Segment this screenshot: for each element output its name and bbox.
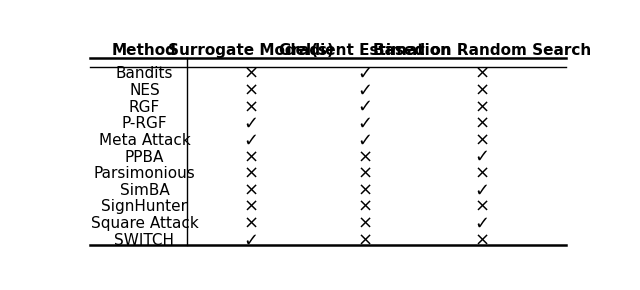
Text: ✓: ✓ <box>358 81 372 99</box>
Text: ×: × <box>358 198 372 216</box>
Text: Gradient Estimation: Gradient Estimation <box>279 43 451 58</box>
Text: ×: × <box>358 165 372 183</box>
Text: ×: × <box>244 148 259 166</box>
Text: ✓: ✓ <box>358 131 372 149</box>
Text: ×: × <box>474 231 490 249</box>
Text: SWITCH: SWITCH <box>115 233 175 248</box>
Text: ×: × <box>244 198 259 216</box>
Text: ×: × <box>244 165 259 183</box>
Text: ✓: ✓ <box>244 131 259 149</box>
Text: ✓: ✓ <box>358 98 372 116</box>
Text: Meta Attack: Meta Attack <box>99 133 190 148</box>
Text: P-RGF: P-RGF <box>122 116 167 131</box>
Text: ×: × <box>358 215 372 233</box>
Text: ×: × <box>244 215 259 233</box>
Text: SignHunter: SignHunter <box>102 200 188 215</box>
Text: ✓: ✓ <box>474 148 490 166</box>
Text: ×: × <box>244 65 259 83</box>
Text: ×: × <box>474 65 490 83</box>
Text: ×: × <box>244 98 259 116</box>
Text: Parsimonious: Parsimonious <box>93 166 195 181</box>
Text: ×: × <box>474 81 490 99</box>
Text: ×: × <box>474 98 490 116</box>
Text: ✓: ✓ <box>474 215 490 233</box>
Text: NES: NES <box>129 83 160 98</box>
Text: PPBA: PPBA <box>125 150 164 164</box>
Text: ✓: ✓ <box>244 115 259 133</box>
Text: ✓: ✓ <box>474 181 490 199</box>
Text: SimBA: SimBA <box>120 183 170 198</box>
Text: ×: × <box>358 148 372 166</box>
Text: ×: × <box>474 165 490 183</box>
Text: ×: × <box>244 181 259 199</box>
Text: Method: Method <box>112 43 177 58</box>
Text: Square Attack: Square Attack <box>91 216 198 231</box>
Text: ✓: ✓ <box>358 115 372 133</box>
Text: ×: × <box>358 231 372 249</box>
Text: ×: × <box>358 181 372 199</box>
Text: RGF: RGF <box>129 100 160 115</box>
Text: Surrogate Model(s): Surrogate Model(s) <box>168 43 334 58</box>
Text: ×: × <box>244 81 259 99</box>
Text: Based on Random Search: Based on Random Search <box>372 43 591 58</box>
Text: ✓: ✓ <box>244 231 259 249</box>
Text: Bandits: Bandits <box>116 66 173 81</box>
Text: ×: × <box>474 198 490 216</box>
Text: ✓: ✓ <box>358 65 372 83</box>
Text: ×: × <box>474 115 490 133</box>
Text: ×: × <box>474 131 490 149</box>
